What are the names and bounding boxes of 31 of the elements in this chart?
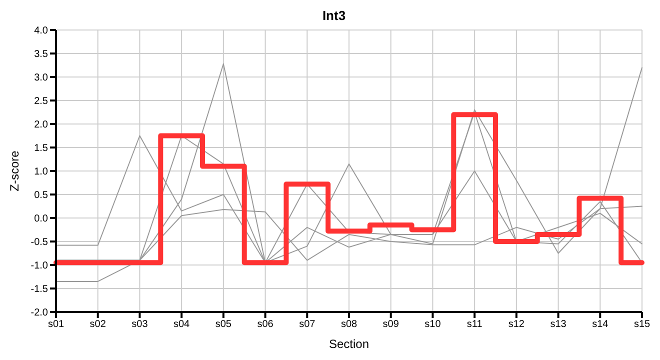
x-tick-label: s05 [215, 319, 232, 330]
x-tick-label: s06 [257, 319, 274, 330]
x-tick-label: s02 [90, 319, 106, 330]
x-tick-label: s10 [424, 319, 442, 330]
y-tick-label: 0.5 [34, 190, 48, 202]
y-tick-label: 2.0 [34, 120, 48, 131]
chart-title: Int3 [321, 8, 347, 25]
x-tick-label: s15 [634, 319, 650, 330]
x-tick-label: s14 [592, 319, 609, 330]
x-axis-title: Section [328, 337, 370, 351]
y-tick-label: 3.5 [34, 49, 48, 60]
y-tick-label: -1.5 [30, 284, 48, 296]
y-tick-label: -2.0 [30, 308, 48, 319]
y-tick-label: 4.0 [34, 26, 48, 37]
y-tick-label: 2.5 [34, 96, 48, 108]
x-tick-label: s11 [466, 319, 483, 330]
x-tick-label: s01 [48, 319, 64, 330]
x-tick-label: s03 [132, 319, 148, 330]
y-tick-label: 1.0 [34, 166, 48, 178]
y-tick-label: 1.5 [34, 143, 48, 154]
y-tick-label: -0.5 [30, 237, 48, 248]
x-tick-label: s04 [174, 319, 190, 330]
y-tick-label: 0.0 [34, 214, 48, 225]
y-axis-title: Z-score [7, 150, 22, 192]
y-tick-label: -1.0 [30, 260, 48, 272]
x-tick-label: s07 [299, 319, 316, 330]
x-tick-label: s12 [508, 319, 525, 330]
x-tick-label: s09 [382, 319, 400, 330]
y-tick-label: 3.0 [34, 72, 48, 84]
x-tick-label: s13 [550, 319, 567, 330]
x-tick-label: s08 [340, 319, 358, 330]
